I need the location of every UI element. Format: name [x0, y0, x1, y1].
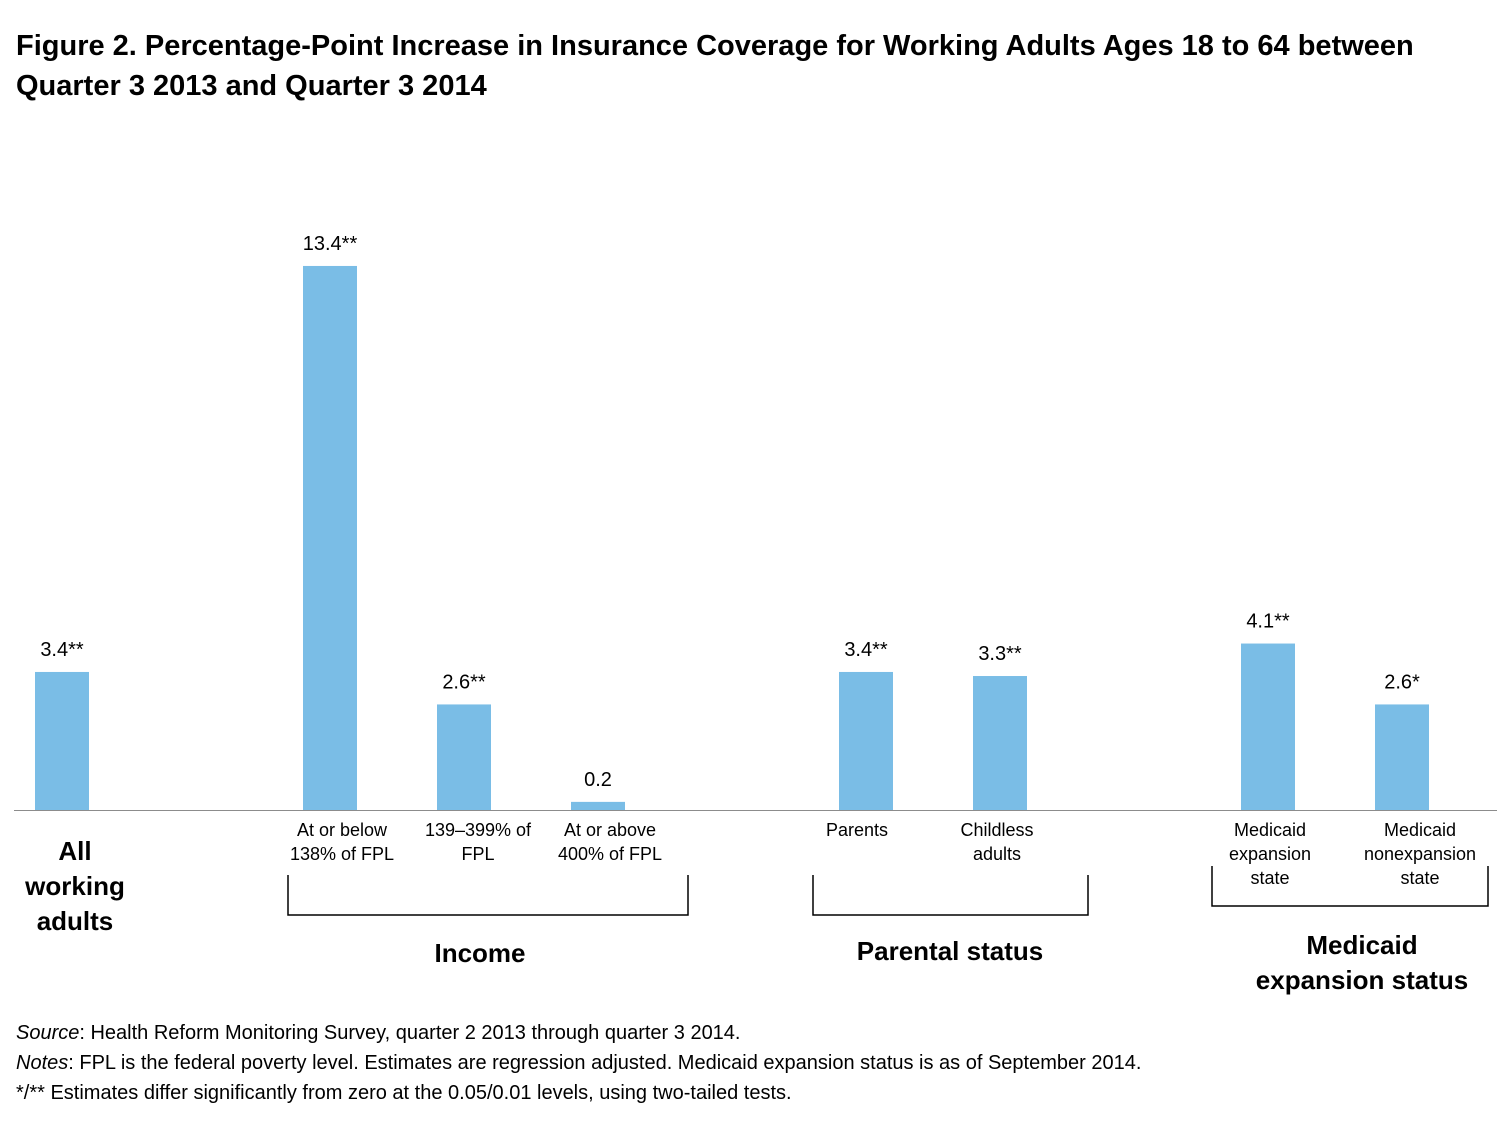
value-label-2: 2.6** — [442, 671, 486, 693]
bar-0 — [35, 671, 89, 810]
category-label-0-line-1: working — [24, 871, 125, 901]
bar-chart: 3.4** 13.4** 2.6** 0.2 3.4** 3.3** 4.1** 2.6* A… — [14, 233, 1497, 995]
category-label-1-line-0: At or below — [297, 820, 388, 840]
bar-4 — [839, 671, 893, 810]
group-label-income-line-0: Income — [434, 938, 525, 968]
value-label-6: 4.1** — [1246, 611, 1290, 633]
category-label-2-line-0: 139–399% of — [425, 820, 532, 840]
notes-lead: Notes — [16, 1052, 69, 1074]
significance-note: */** Estimates differ significantly from… — [16, 1082, 792, 1104]
source-note: Source: Health Reform Monitoring Survey,… — [16, 1018, 1141, 1048]
bar-7 — [1375, 704, 1429, 810]
bracket-medicaid — [1211, 866, 1489, 907]
category-label-6-line-1: expansion — [1229, 844, 1311, 864]
group-label-parental-line-0: Parental status — [857, 936, 1043, 966]
category-label-2-line-1: FPL — [461, 844, 494, 864]
value-labels: 3.4** 13.4** 2.6** 0.2 3.4** 3.3** 4.1** 2.6* — [40, 233, 1420, 791]
category-label-4-line-0: Parents — [826, 820, 888, 840]
chart-notes: Source: Health Reform Monitoring Survey,… — [16, 1018, 1141, 1108]
value-label-3: 0.2 — [584, 769, 612, 791]
value-label-1: 13.4** — [303, 233, 358, 255]
notes-note: Notes: FPL is the federal poverty level.… — [16, 1048, 1141, 1078]
category-label-0-line-0: All — [58, 836, 91, 866]
value-label-4: 3.4** — [844, 639, 888, 661]
bar-3 — [571, 801, 625, 810]
category-label-1-line-1: 138% of FPL — [290, 844, 394, 864]
category-label-5-line-1: adults — [973, 844, 1021, 864]
category-label-7-line-2: state — [1400, 868, 1439, 888]
bars — [35, 265, 1429, 811]
category-label-6-line-0: Medicaid — [1234, 820, 1306, 840]
category-label-0-line-2: adults — [37, 906, 114, 936]
value-label-5: 3.3** — [978, 643, 1022, 665]
value-label-0: 3.4** — [40, 639, 84, 661]
category-label-5-line-0: Childless — [960, 820, 1033, 840]
category-label-3-line-1: 400% of FPL — [558, 844, 662, 864]
source-lead: Source — [16, 1022, 80, 1044]
group-brackets — [287, 866, 1489, 916]
group-label-medicaid-line-1: expansion status — [1256, 965, 1468, 995]
category-label-3-line-0: At or above — [564, 820, 656, 840]
group-labels: Income Parental status Medicaid expansion s… — [434, 930, 1468, 995]
notes-text: : FPL is the federal poverty level. Esti… — [68, 1052, 1142, 1074]
chart-title: Figure 2. Percentage-Point Increase in I… — [16, 30, 1414, 102]
category-labels: All working adults At or below 138% of FPL 13… — [24, 820, 1476, 936]
bar-6 — [1241, 643, 1295, 810]
bracket-income — [287, 875, 689, 916]
category-label-6-line-2: state — [1250, 868, 1289, 888]
bar-2 — [437, 704, 491, 810]
bar-5 — [973, 676, 1027, 810]
bar-1 — [303, 265, 357, 811]
bracket-parental — [812, 875, 1089, 916]
category-label-7-line-1: nonexpansion — [1364, 844, 1476, 864]
category-label-7-line-0: Medicaid — [1384, 820, 1456, 840]
group-label-medicaid-line-0: Medicaid — [1306, 930, 1417, 960]
source-text: : Health Reform Monitoring Survey, quart… — [79, 1022, 741, 1044]
value-label-7: 2.6* — [1384, 671, 1420, 693]
